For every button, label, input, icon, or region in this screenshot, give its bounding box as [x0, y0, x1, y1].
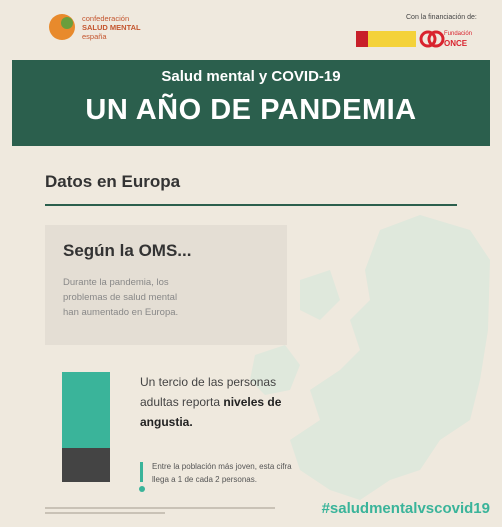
subtitle: Salud mental y COVID-19 [161, 68, 341, 85]
once-logo [419, 30, 437, 48]
ministry-logo [356, 31, 416, 47]
funder-line: ONCE [444, 39, 468, 48]
banner: Salud mental y COVID-19 UN AÑO DE PANDEM… [12, 60, 490, 146]
fine-print [45, 507, 275, 509]
logo-text: confederación SALUD MENTAL españa [82, 14, 141, 41]
dot [139, 486, 145, 492]
note-rule [140, 462, 143, 482]
ministry-logo [356, 31, 368, 47]
bar-segment [62, 372, 110, 448]
who-box: Según la OMS... Durante la pandemia, los… [45, 225, 287, 345]
logo-line: españa [82, 32, 107, 41]
europe-map [250, 215, 490, 500]
who-title: Según la OMS... [63, 241, 192, 260]
logo-line: confederación [82, 14, 130, 23]
hashtag: #saludmentalvscovid19 [321, 500, 490, 517]
once-logo [427, 30, 445, 48]
stat-highlight: niveles de angustia. [140, 395, 282, 429]
funder: Fundación ONCE [444, 30, 472, 48]
title: UN AÑO DE PANDEMIA [85, 94, 417, 126]
stat-line: Un tercio de las personas adultas report… [140, 375, 277, 409]
funder-line: Fundación [444, 31, 473, 37]
logo-mark [61, 17, 73, 29]
note-text: Entre la población más joven, esta cifra… [152, 462, 292, 484]
funding-label: Con la financiación de: [406, 14, 477, 21]
bar-segment [62, 448, 110, 482]
fine-print [45, 512, 165, 514]
section-rule [45, 204, 457, 206]
who-text: Durante la pandemia, los problemas de sa… [63, 277, 179, 318]
stat-text: Un tercio de las personas adultas report… [140, 372, 285, 432]
logo-line: SALUD MENTAL [82, 23, 141, 32]
section-title: Datos en Europa [45, 172, 181, 191]
